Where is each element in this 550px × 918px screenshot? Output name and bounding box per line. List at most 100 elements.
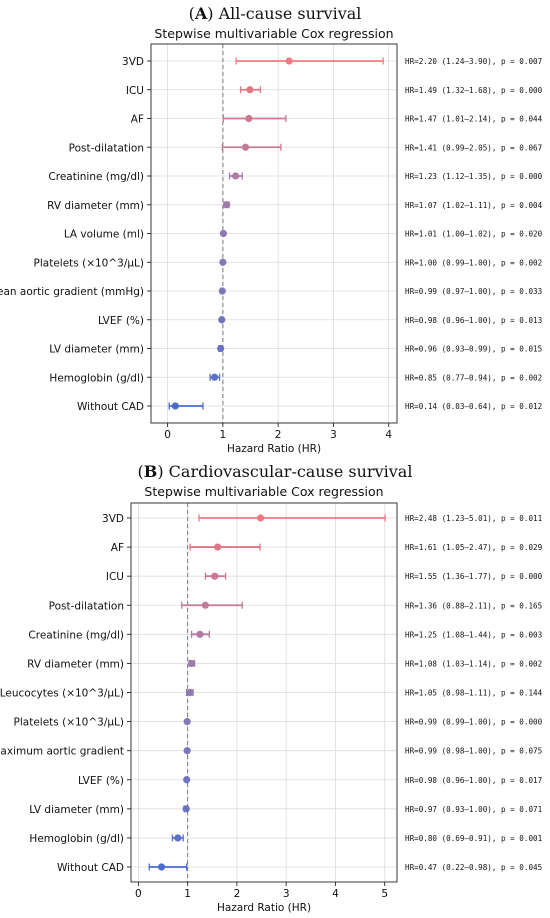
a-hr-annotation-0: HR=2.20 (1.24–3.90), p = 0.007 bbox=[405, 57, 542, 66]
a-hr-annotation-4: HR=1.23 (1.12–1.35), p = 0.000 bbox=[405, 172, 543, 181]
a-point-6 bbox=[219, 229, 228, 238]
b-point-9 bbox=[183, 776, 191, 784]
a-row-label-8: Mean aortic gradient (mmHg) bbox=[0, 286, 144, 298]
b-hr-annotation-11: HR=0.80 (0.69–0.91), p = 0.001 bbox=[405, 834, 543, 843]
b-subtitle: Stepwise multivariable Cox regression bbox=[144, 484, 383, 499]
b-row-label-12: Without CAD bbox=[57, 862, 124, 874]
panel-a-name: All-cause survival bbox=[218, 4, 362, 23]
b-row-label-2: ICU bbox=[106, 571, 124, 583]
a-hr-annotation-11: HR=0.85 (0.77–0.94), p = 0.002 bbox=[405, 373, 542, 382]
b-point-11 bbox=[174, 834, 182, 842]
a-point-9 bbox=[218, 316, 226, 324]
a-hr-annotation-6: HR=1.01 (1.00–1.02), p = 0.020 bbox=[405, 230, 543, 239]
b-xtick-label-4: 4 bbox=[332, 888, 339, 900]
b-point-1 bbox=[214, 543, 222, 551]
b-hr-annotation-6: HR=1.05 (0.98–1.11), p = 0.144 bbox=[405, 689, 543, 698]
b-row-label-9: LVEF (%) bbox=[78, 775, 124, 787]
a-row-label-11: Hemoglobin (g/dl) bbox=[49, 372, 144, 384]
a-point-8 bbox=[218, 287, 226, 295]
a-xtick-label-0: 0 bbox=[164, 429, 171, 441]
forest-plot-a: Stepwise multivariable Cox regression 3VD… bbox=[0, 26, 543, 455]
a-row-label-5: RV diameter (mm) bbox=[47, 200, 144, 212]
b-xlabel: Hazard Ratio (HR) bbox=[217, 902, 311, 914]
b-xtick-label-0: 0 bbox=[135, 888, 142, 900]
a-xlabel: Hazard Ratio (HR) bbox=[227, 443, 321, 455]
forest-plot-b: Stepwise multivariable Cox regression 3VD… bbox=[0, 484, 543, 914]
b-hr-annotation-12: HR=0.47 (0.22–0.98), p = 0.045 bbox=[405, 863, 542, 872]
b-hr-annotation-3: HR=1.36 (0.88–2.11), p = 0.165 bbox=[405, 601, 542, 610]
a-row-label-3: Post-dilatation bbox=[69, 142, 144, 154]
a-row-label-2: AF bbox=[131, 114, 144, 126]
panel-b-name: Cardiovascular-cause survival bbox=[168, 462, 413, 481]
a-hr-annotation-9: HR=0.98 (0.96–1.00), p = 0.013 bbox=[405, 316, 542, 325]
a-row-label-12: Without CAD bbox=[77, 401, 144, 413]
b-point-6 bbox=[186, 688, 194, 697]
b-row-label-10: LV diameter (mm) bbox=[29, 804, 124, 816]
a-hr-annotation-12: HR=0.14 (0.03–0.64), p = 0.012 bbox=[405, 402, 542, 411]
a-point-7 bbox=[219, 258, 227, 266]
b-hr-annotation-4: HR=1.25 (1.08–1.44), p = 0.003 bbox=[405, 630, 542, 639]
a-point-2 bbox=[245, 114, 253, 123]
a-xtick-label-4: 4 bbox=[385, 429, 392, 441]
b-point-12 bbox=[157, 863, 166, 871]
a-row-label-7: Platelets (×10^3/μL) bbox=[34, 257, 144, 269]
a-hr-annotation-2: HR=1.47 (1.01–2.14), p = 0.044 bbox=[405, 115, 543, 124]
b-row-label-3: Post-dilatation bbox=[49, 600, 124, 612]
b-point-8 bbox=[183, 747, 191, 755]
b-row-label-1: AF bbox=[111, 542, 124, 554]
a-row-label-4: Creatinine (mg/dl) bbox=[48, 171, 144, 183]
b-hr-annotation-0: HR=2.48 (1.23–5.01), p = 0.011 bbox=[405, 514, 543, 523]
a-hr-annotation-1: HR=1.49 (1.32–1.68), p = 0.000 bbox=[405, 86, 543, 95]
b-xtick-label-3: 3 bbox=[283, 888, 290, 900]
a-xtick-label-1: 1 bbox=[220, 429, 227, 441]
b-hr-annotation-2: HR=1.55 (1.36–1.77), p = 0.000 bbox=[405, 572, 543, 581]
b-hr-annotation-9: HR=0.98 (0.96–1.00), p = 0.017 bbox=[405, 776, 542, 785]
a-hr-annotation-3: HR=1.41 (0.99–2.05), p = 0.067 bbox=[405, 143, 542, 152]
b-row-label-5: RV diameter (mm) bbox=[27, 658, 124, 670]
b-xtick-label-2: 2 bbox=[234, 888, 241, 900]
b-point-3 bbox=[201, 601, 209, 609]
a-xtick-label-3: 3 bbox=[330, 429, 337, 441]
a-point-4 bbox=[231, 172, 240, 180]
a-point-12 bbox=[171, 402, 179, 410]
b-row-label-7: Platelets (×10^3/μL) bbox=[14, 717, 124, 729]
a-hr-annotation-8: HR=0.99 (0.97–1.00), p = 0.033 bbox=[405, 287, 542, 296]
a-hr-annotation-5: HR=1.07 (1.02–1.11), p = 0.004 bbox=[405, 201, 543, 210]
a-point-0 bbox=[285, 57, 293, 65]
a-row-label-6: LA volume (ml) bbox=[64, 229, 144, 241]
a-xtick-label-2: 2 bbox=[275, 429, 282, 441]
b-hr-annotation-8: HR=0.99 (0.98–1.00), p = 0.075 bbox=[405, 747, 542, 756]
a-row-label-10: LV diameter (mm) bbox=[49, 344, 144, 356]
b-xtick-label-1: 1 bbox=[184, 888, 191, 900]
a-subtitle: Stepwise multivariable Cox regression bbox=[154, 26, 393, 41]
b-hr-annotation-5: HR=1.08 (1.03–1.14), p = 0.002 bbox=[405, 659, 542, 668]
a-point-5 bbox=[223, 201, 231, 209]
panel-a-letter: A bbox=[194, 4, 208, 23]
panel-b: (B) Cardiovascular-cause survival Stepwi… bbox=[0, 459, 550, 918]
b-row-label-4: Creatinine (mg/dl) bbox=[28, 629, 124, 641]
b-hr-annotation-7: HR=0.99 (0.99–1.00), p = 0.000 bbox=[405, 718, 543, 727]
b-hr-annotation-10: HR=0.97 (0.93–1.00), p = 0.071 bbox=[405, 805, 543, 814]
a-row-label-9: LVEF (%) bbox=[98, 315, 144, 327]
panel-a-title: (A) All-cause survival bbox=[188, 4, 362, 23]
b-row-label-6: Leucocytes (×10^3/μL) bbox=[0, 688, 124, 700]
b-point-7 bbox=[183, 717, 191, 726]
panel-b-letter: B bbox=[143, 462, 158, 481]
a-point-11 bbox=[210, 373, 219, 381]
b-point-5 bbox=[187, 659, 196, 668]
b-point-10 bbox=[182, 805, 190, 813]
a-point-10 bbox=[217, 344, 225, 353]
panel-a: (A) All-cause survival Stepwise multivar… bbox=[0, 4, 543, 455]
b-row-label-11: Hemoglobin (g/dl) bbox=[29, 833, 124, 845]
a-hr-annotation-7: HR=1.00 (0.99–1.00), p = 0.002 bbox=[405, 258, 542, 267]
b-row-label-8: Maximum aortic gradient bbox=[0, 746, 124, 758]
a-point-1 bbox=[246, 86, 254, 94]
a-hr-annotation-10: HR=0.96 (0.93–0.99), p = 0.015 bbox=[405, 345, 542, 354]
b-point-2 bbox=[211, 572, 219, 580]
a-point-3 bbox=[241, 143, 250, 151]
a-row-label-1: ICU bbox=[126, 85, 144, 97]
b-hr-annotation-1: HR=1.61 (1.05–2.47), p = 0.029 bbox=[405, 543, 543, 552]
a-row-label-0: 3VD bbox=[122, 56, 144, 68]
panel-b-title: (B) Cardiovascular-cause survival bbox=[137, 462, 413, 481]
b-row-label-0: 3VD bbox=[102, 513, 124, 525]
